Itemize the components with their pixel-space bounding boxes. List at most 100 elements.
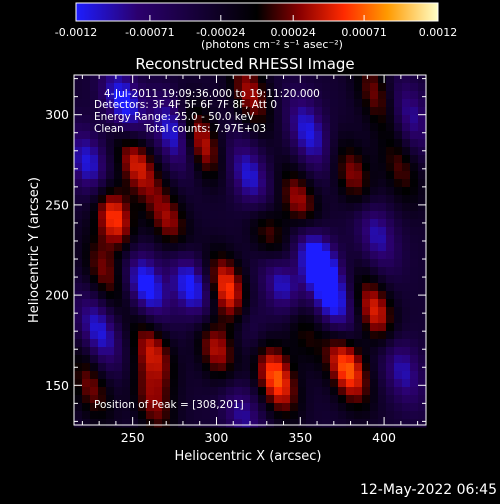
heatmap-cell bbox=[338, 243, 347, 252]
heatmap-cell bbox=[394, 395, 403, 404]
heatmap-cell bbox=[370, 307, 379, 316]
heatmap-cell bbox=[418, 355, 427, 364]
heatmap-cell bbox=[154, 235, 163, 244]
heatmap-cell bbox=[106, 315, 115, 324]
heatmap-cell bbox=[346, 339, 355, 348]
heatmap-cell bbox=[418, 387, 427, 396]
heatmap-cell bbox=[378, 363, 387, 372]
heatmap-cell bbox=[394, 179, 403, 188]
heatmap-cell bbox=[114, 363, 123, 372]
heatmap-cell bbox=[330, 99, 339, 108]
heatmap-cell bbox=[394, 403, 403, 412]
heatmap-cell bbox=[274, 155, 283, 164]
heatmap-cell bbox=[306, 395, 315, 404]
heatmap-cell bbox=[370, 403, 379, 412]
heatmap-cell bbox=[170, 123, 179, 132]
heatmap-cell bbox=[298, 387, 307, 396]
heatmap-cell bbox=[322, 355, 331, 364]
heatmap-cell bbox=[146, 299, 155, 308]
heatmap-cell bbox=[378, 283, 387, 292]
heatmap-cell bbox=[146, 123, 155, 132]
heatmap-cell bbox=[106, 227, 115, 236]
heatmap-cell bbox=[82, 323, 91, 332]
heatmap-cell bbox=[218, 355, 227, 364]
heatmap-cell bbox=[186, 171, 195, 180]
heatmap-cell bbox=[98, 379, 107, 388]
heatmap-cell bbox=[114, 387, 123, 396]
heatmap-cell bbox=[370, 315, 379, 324]
heatmap-cell bbox=[98, 355, 107, 364]
heatmap-cell bbox=[210, 307, 219, 316]
heatmap-cell bbox=[130, 243, 139, 252]
heatmap-cell bbox=[106, 235, 115, 244]
heatmap-cell bbox=[138, 379, 147, 388]
heatmap-cell bbox=[210, 403, 219, 412]
heatmap-cell bbox=[306, 259, 315, 268]
heatmap-cell bbox=[290, 267, 299, 276]
heatmap-cell bbox=[226, 235, 235, 244]
heatmap-cell bbox=[266, 195, 275, 204]
heatmap-cell bbox=[242, 331, 251, 340]
heatmap-cell bbox=[322, 411, 331, 420]
heatmap-cell bbox=[354, 403, 363, 412]
heatmap-cell bbox=[210, 211, 219, 220]
heatmap-cell bbox=[306, 91, 315, 100]
heatmap-cell bbox=[218, 163, 227, 172]
heatmap-cell bbox=[258, 403, 267, 412]
heatmap-cell bbox=[202, 107, 211, 116]
heatmap-cell bbox=[242, 123, 251, 132]
heatmap-cell bbox=[162, 395, 171, 404]
heatmap-cell bbox=[234, 91, 243, 100]
heatmap-cell bbox=[170, 315, 179, 324]
heatmap-cell bbox=[346, 83, 355, 92]
heatmap-cell bbox=[362, 211, 371, 220]
heatmap-cell bbox=[290, 163, 299, 172]
heatmap-cell bbox=[146, 419, 155, 428]
heatmap-cell bbox=[122, 307, 131, 316]
heatmap-cell bbox=[98, 323, 107, 332]
heatmap-cell bbox=[106, 275, 115, 284]
heatmap-cell bbox=[314, 411, 323, 420]
heatmap-cell bbox=[322, 107, 331, 116]
heatmap-cell bbox=[402, 323, 411, 332]
heatmap-cell bbox=[186, 267, 195, 276]
heatmap-cell bbox=[194, 227, 203, 236]
heatmap-cell bbox=[274, 363, 283, 372]
heatmap-cell bbox=[226, 83, 235, 92]
heatmap-cell bbox=[394, 227, 403, 236]
heatmap-cell bbox=[138, 99, 147, 108]
heatmap-cell bbox=[114, 163, 123, 172]
heatmap-cell bbox=[346, 379, 355, 388]
heatmap-cell bbox=[418, 163, 427, 172]
heatmap-cell bbox=[330, 411, 339, 420]
heatmap-cell bbox=[226, 163, 235, 172]
heatmap-cell bbox=[378, 219, 387, 228]
heatmap-cell bbox=[130, 187, 139, 196]
heatmap-cell bbox=[394, 107, 403, 116]
heatmap-cell bbox=[242, 155, 251, 164]
heatmap-cell bbox=[98, 83, 107, 92]
heatmap-cell bbox=[186, 371, 195, 380]
heatmap-cell bbox=[338, 371, 347, 380]
heatmap-cell bbox=[194, 203, 203, 212]
heatmap-cell bbox=[418, 379, 427, 388]
heatmap-cell bbox=[354, 139, 363, 148]
heatmap-cell bbox=[386, 75, 395, 84]
heatmap-cell bbox=[122, 291, 131, 300]
heatmap-cell bbox=[226, 395, 235, 404]
heatmap-cell bbox=[242, 259, 251, 268]
heatmap-cell bbox=[378, 403, 387, 412]
heatmap-cell bbox=[234, 315, 243, 324]
heatmap-cell bbox=[378, 171, 387, 180]
heatmap-cell bbox=[354, 371, 363, 380]
heatmap-cell bbox=[194, 75, 203, 84]
heatmap-cell bbox=[402, 219, 411, 228]
heatmap-cell bbox=[370, 211, 379, 220]
heatmap-cell bbox=[242, 323, 251, 332]
heatmap-cell bbox=[330, 347, 339, 356]
heatmap-cell bbox=[250, 187, 259, 196]
heatmap-cell bbox=[178, 107, 187, 116]
heatmap-cell bbox=[210, 283, 219, 292]
heatmap-cell bbox=[386, 179, 395, 188]
